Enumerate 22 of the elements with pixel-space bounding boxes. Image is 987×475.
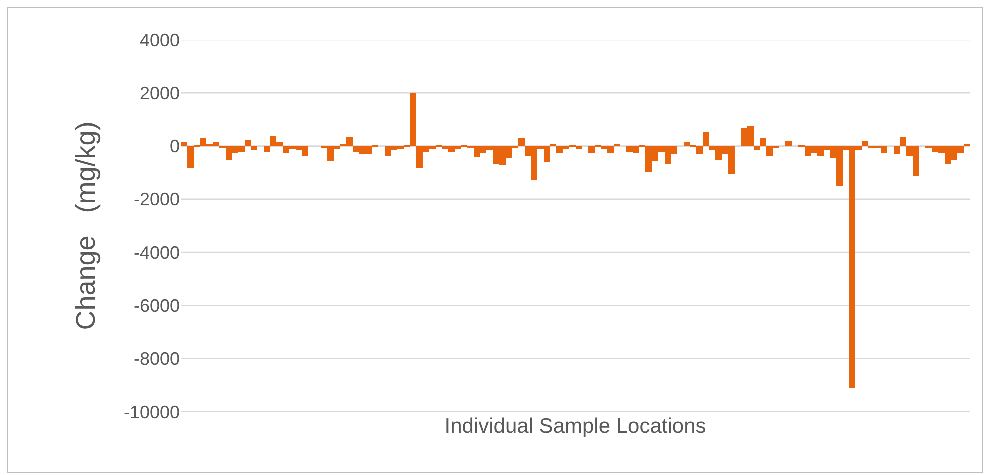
bar [894,146,900,154]
y-tick-label: 4000 [140,30,180,50]
y-tick-label: -4000 [134,242,180,263]
bar [754,146,760,150]
bar [264,146,270,152]
bar [900,137,906,146]
y-tick-label: 2000 [140,83,180,104]
bar [245,140,251,146]
y-tick-label: 0 [170,136,180,157]
y-tick-label: -2000 [134,190,180,210]
y-tick-label: -6000 [134,296,180,316]
bar [703,132,709,146]
bar [251,146,257,150]
bar [181,142,187,146]
bar [518,138,525,146]
bar [862,141,868,146]
x-axis-title: Individual Sample Locations [444,415,706,438]
bar [785,141,792,146]
y-tick-label: -8000 [134,349,180,370]
bar [760,138,766,146]
y-tick-label: -10000 [124,402,180,422]
y-axis-title: Change (mg/kg) [70,122,101,330]
